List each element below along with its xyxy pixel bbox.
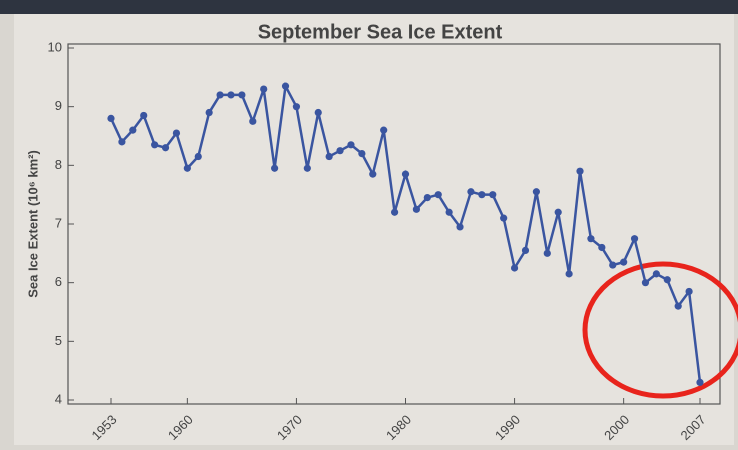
data-point	[249, 118, 256, 125]
data-point	[696, 379, 703, 386]
data-point	[522, 247, 529, 254]
data-point	[326, 153, 333, 160]
data-point	[620, 259, 627, 266]
data-point	[184, 165, 191, 172]
data-point	[456, 223, 463, 230]
data-point	[293, 103, 300, 110]
data-point	[587, 235, 594, 242]
data-point	[173, 129, 180, 136]
data-point	[467, 188, 474, 195]
data-point	[347, 141, 354, 148]
data-point	[391, 209, 398, 216]
data-point	[555, 209, 562, 216]
data-point	[566, 270, 573, 277]
y-tick-label: 10	[48, 39, 62, 54]
data-point	[260, 85, 267, 92]
data-point	[151, 141, 158, 148]
data-point	[424, 194, 431, 201]
data-point	[238, 91, 245, 98]
data-point	[500, 215, 507, 222]
panel	[14, 14, 734, 445]
data-point	[489, 191, 496, 198]
data-point	[336, 147, 343, 154]
data-point	[304, 165, 311, 172]
top-strip	[0, 0, 738, 14]
data-point	[642, 279, 649, 286]
data-point	[282, 83, 289, 90]
data-point	[598, 244, 605, 251]
data-point	[227, 91, 234, 98]
data-point	[118, 138, 125, 145]
data-point	[107, 115, 114, 122]
data-point	[402, 171, 409, 178]
data-point	[195, 153, 202, 160]
data-point	[675, 303, 682, 310]
data-point	[664, 276, 671, 283]
data-point	[380, 127, 387, 134]
y-tick-label: 5	[55, 333, 62, 348]
data-point	[271, 165, 278, 172]
data-point	[358, 150, 365, 157]
y-tick-label: 8	[55, 157, 62, 172]
y-tick-label: 7	[55, 215, 62, 230]
data-point	[140, 112, 147, 119]
y-tick-label: 4	[55, 391, 62, 406]
data-point	[369, 171, 376, 178]
y-axis-label: Sea Ice Extent (10⁶ km²)	[25, 150, 40, 298]
data-point	[216, 91, 223, 98]
data-point	[511, 264, 518, 271]
data-point	[162, 144, 169, 151]
data-point	[446, 209, 453, 216]
data-point	[413, 206, 420, 213]
y-tick-label: 9	[55, 98, 62, 113]
y-tick-label: 6	[55, 274, 62, 289]
data-point	[478, 191, 485, 198]
data-point	[435, 191, 442, 198]
data-point	[206, 109, 213, 116]
data-point	[609, 261, 616, 268]
data-point	[653, 270, 660, 277]
data-point	[685, 288, 692, 295]
data-point	[315, 109, 322, 116]
data-point	[533, 188, 540, 195]
data-point	[544, 250, 551, 257]
data-point	[576, 168, 583, 175]
data-point	[631, 235, 638, 242]
chart: September Sea Ice Extent Sea Ice Extent …	[0, 0, 738, 445]
chart-title: September Sea Ice Extent	[258, 21, 503, 43]
data-point	[129, 127, 136, 134]
page: {"chart_data": {"type": "line", "title":…	[0, 0, 738, 445]
